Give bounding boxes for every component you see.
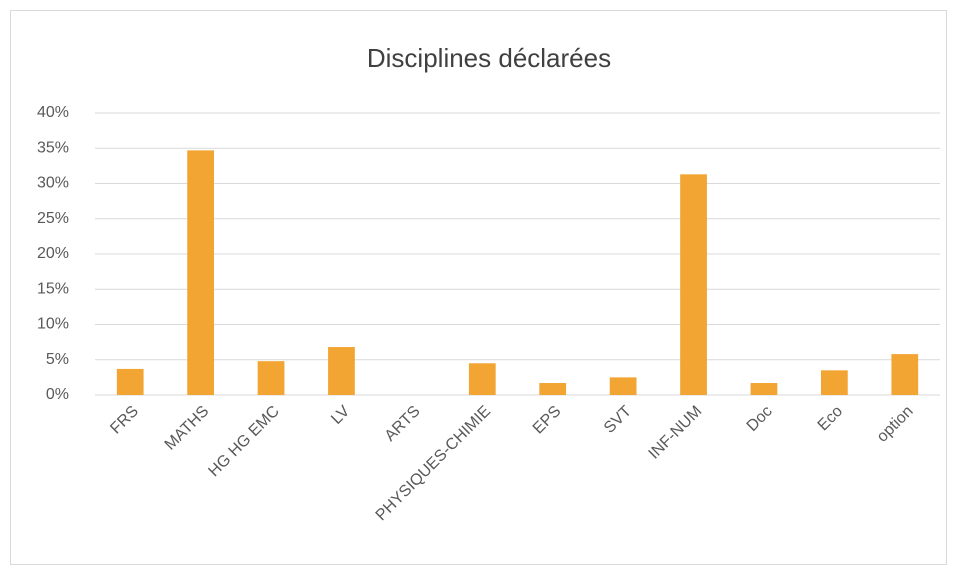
bar (257, 361, 285, 395)
y-tick-label: 40% (37, 104, 69, 121)
chart-title: Disciplines déclarées (367, 43, 611, 73)
bar (891, 354, 919, 395)
bar (750, 383, 778, 395)
y-tick-label: 20% (37, 245, 69, 262)
y-tick-label: 5% (46, 351, 69, 368)
y-tick-label: 25% (37, 210, 69, 227)
bar (116, 368, 144, 395)
y-tick-label: 10% (37, 316, 69, 333)
chart-frame (10, 10, 947, 565)
bar (680, 174, 707, 395)
y-tick-label: 35% (37, 139, 69, 156)
y-tick-label: 30% (37, 175, 69, 192)
bar (820, 370, 848, 395)
bar (609, 377, 637, 395)
y-tick-label: 0% (46, 386, 69, 403)
bar (187, 150, 215, 395)
y-tick-label: 15% (37, 280, 69, 297)
bar (468, 363, 496, 395)
bar (328, 347, 355, 395)
bar (539, 383, 567, 395)
